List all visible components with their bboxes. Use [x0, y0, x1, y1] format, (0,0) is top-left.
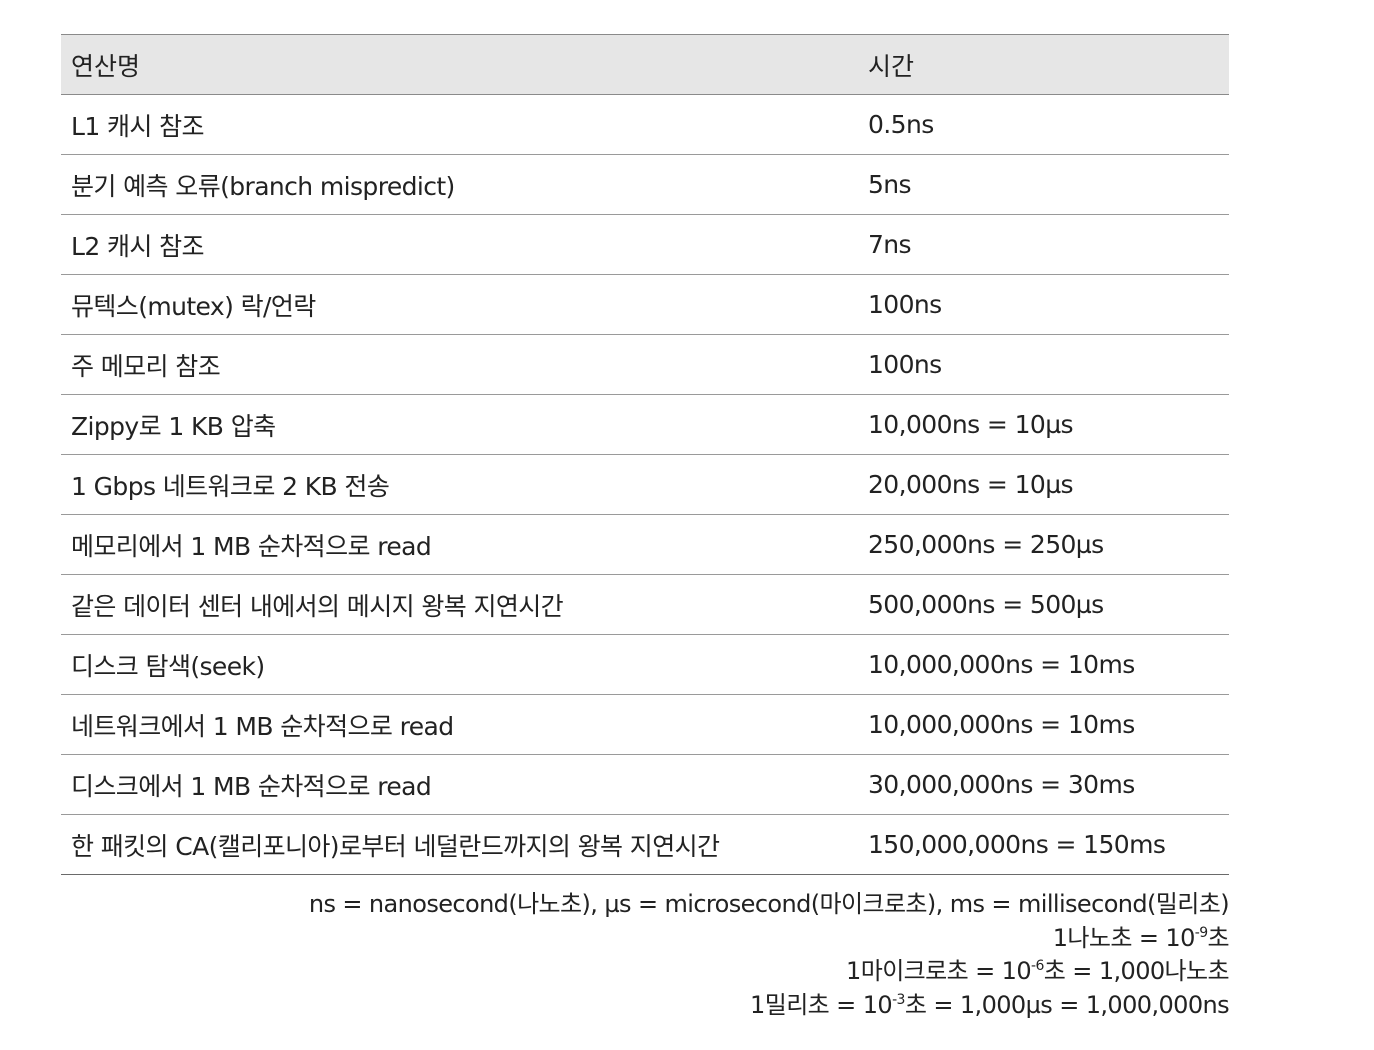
operation-cell: 뮤텍스(mutex) 락/언락: [61, 274, 858, 335]
microsecond-note: 1마이크로초 = 10-6초 = 1,000나노초: [309, 955, 1230, 989]
operation-cell: 메모리에서 1 MB 순차적으로 read: [61, 514, 858, 575]
time-cell: 7ns: [858, 214, 1229, 275]
table-row: 네트워크에서 1 MB 순차적으로 read 10,000,000ns = 10…: [61, 694, 1229, 755]
nanosecond-note: 1나노초 = 10-9초: [309, 922, 1230, 956]
table-row: 뮤텍스(mutex) 락/언락 100ns: [61, 274, 1229, 335]
header-operation: 연산명: [61, 34, 858, 95]
time-cell: 10,000,000ns = 10ms: [858, 634, 1229, 695]
operation-cell: 디스크에서 1 MB 순차적으로 read: [61, 754, 858, 815]
table-row: 디스크 탐색(seek) 10,000,000ns = 10ms: [61, 634, 1229, 695]
time-cell: 5ns: [858, 154, 1229, 215]
time-cell: 100ns: [858, 334, 1229, 395]
time-cell: 0.5ns: [858, 94, 1229, 155]
time-cell: 20,000ns = 10µs: [858, 454, 1229, 515]
table-row: 같은 데이터 센터 내에서의 메시지 왕복 지연시간 500,000ns = 5…: [61, 574, 1229, 635]
nano-suffix: 초: [1207, 923, 1230, 952]
milli-text: 1밀리초 = 10: [750, 990, 893, 1019]
time-cell: 30,000,000ns = 30ms: [858, 754, 1229, 815]
micro-suffix: 초 = 1,000나노초: [1043, 957, 1230, 985]
header-time: 시간: [858, 34, 1229, 95]
table-row: 메모리에서 1 MB 순차적으로 read 250,000ns = 250µs: [61, 514, 1229, 575]
latency-table: 연산명 시간 L1 캐시 참조 0.5ns 분기 예측 오류(branch mi…: [61, 34, 1229, 875]
table-row: 1 Gbps 네트워크로 2 KB 전송 20,000ns = 10µs: [61, 454, 1229, 515]
operation-cell: 디스크 탐색(seek): [61, 634, 858, 695]
time-cell: 10,000,000ns = 10ms: [858, 694, 1229, 755]
time-cell: 250,000ns = 250µs: [858, 514, 1229, 575]
nano-exponent: -9: [1194, 924, 1208, 941]
operation-cell: L2 캐시 참조: [61, 214, 858, 275]
micro-text: 1마이크로초 = 10: [846, 957, 1032, 985]
time-cell: 150,000,000ns = 150ms: [858, 814, 1229, 875]
operation-cell: 분기 예측 오류(branch mispredict): [61, 154, 858, 215]
operation-cell: Zippy로 1 KB 압축: [61, 394, 858, 455]
operation-cell: 같은 데이터 센터 내에서의 메시지 왕복 지연시간: [61, 574, 858, 635]
table-footnotes: ns = nanosecond(나노초), µs = microsecond(마…: [308, 888, 1230, 1023]
table-row: 한 패킷의 CA(캘리포니아)로부터 네덜란드까지의 왕복 지연시간 150,0…: [61, 814, 1229, 875]
time-cell: 10,000ns = 10µs: [858, 394, 1229, 455]
table-row: 주 메모리 참조 100ns: [61, 334, 1229, 395]
table-header-row: 연산명 시간: [61, 34, 1229, 95]
table-row: Zippy로 1 KB 압축 10,000ns = 10µs: [61, 394, 1229, 455]
milli-suffix: 초 = 1,000µs = 1,000,000ns: [904, 990, 1230, 1019]
operation-cell: 주 메모리 참조: [61, 334, 858, 395]
milli-exponent: -3: [892, 991, 905, 1008]
table-header: 연산명 시간: [61, 34, 1229, 95]
operation-cell: L1 캐시 참조: [61, 94, 858, 155]
operation-cell: 네트워크에서 1 MB 순차적으로 read: [61, 694, 858, 755]
operation-cell: 한 패킷의 CA(캘리포니아)로부터 네덜란드까지의 왕복 지연시간: [61, 814, 858, 875]
time-cell: 500,000ns = 500µs: [858, 574, 1229, 635]
units-note: ns = nanosecond(나노초), µs = microsecond(마…: [308, 890, 1230, 918]
table-row: 분기 예측 오류(branch mispredict) 5ns: [61, 154, 1229, 215]
micro-exponent: -6: [1031, 958, 1044, 974]
time-cell: 100ns: [858, 274, 1229, 335]
table-row: L2 캐시 참조 7ns: [61, 214, 1229, 275]
nano-text: 1나노초 = 10: [1052, 923, 1196, 952]
table-body: L1 캐시 참조 0.5ns 분기 예측 오류(branch mispredic…: [61, 94, 1229, 875]
table-row: L1 캐시 참조 0.5ns: [61, 94, 1229, 155]
operation-cell: 1 Gbps 네트워크로 2 KB 전송: [61, 454, 858, 515]
table-row: 디스크에서 1 MB 순차적으로 read 30,000,000ns = 30m…: [61, 754, 1229, 815]
millisecond-note: 1밀리초 = 10-3초 = 1,000µs = 1,000,000ns: [309, 989, 1230, 1023]
